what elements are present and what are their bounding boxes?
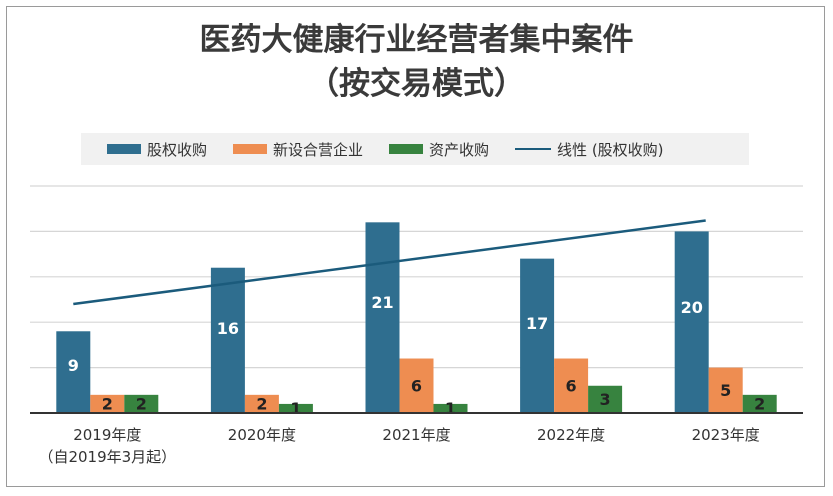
data-label: 6 <box>566 376 577 395</box>
chart-title-line2: （按交易模式） <box>308 66 525 102</box>
bar-new-joint-venture <box>708 367 743 413</box>
data-label: 2 <box>256 394 267 413</box>
legend-swatch-equity-acquisition <box>107 144 141 154</box>
data-label: 9 <box>68 356 79 375</box>
bar-asset-acquisition <box>742 394 777 413</box>
bar-equity-acquisition <box>210 267 245 413</box>
data-label: 2 <box>102 394 113 413</box>
data-label: 5 <box>720 381 731 400</box>
legend-swatch-trendline <box>515 148 552 150</box>
legend-swatch-new-joint-venture <box>233 144 268 154</box>
data-label: 2 <box>754 394 765 413</box>
bar-new-joint-venture <box>399 358 434 413</box>
chart-title-line1: 医药大健康行业经营者集中案件 <box>199 22 634 58</box>
x-tick-label: 2022年度 <box>537 426 605 444</box>
x-tick-sublabel: （自2019年3月起） <box>38 448 176 466</box>
data-label: 3 <box>600 390 611 409</box>
data-label: 1 <box>290 399 301 418</box>
x-tick-label: 2019年度 <box>73 426 141 444</box>
legend-label-trendline: 线性 (股权收购) <box>557 140 664 159</box>
bar-asset-acquisition <box>433 403 468 413</box>
bar-asset-acquisition <box>278 403 313 413</box>
data-label: 2 <box>136 394 147 413</box>
bar-asset-acquisition <box>588 385 623 413</box>
legend-label-equity-acquisition: 股权收购 <box>147 140 208 159</box>
legend-label-new-joint-venture: 新设合营企业 <box>273 140 364 159</box>
bar-asset-acquisition <box>124 394 159 413</box>
legend-item-new-joint-venture: 新设合营企业 <box>233 139 363 160</box>
legend-item-asset-acquisition: 资产收购 <box>389 139 489 160</box>
bar-equity-acquisition <box>56 331 91 413</box>
bar-equity-acquisition <box>365 222 400 413</box>
x-tick-label: 2021年度 <box>382 426 450 444</box>
legend-item-equity-acquisition: 股权收购 <box>107 139 207 160</box>
legend: 股权收购 新设合营企业 资产收购 线性 (股权收购) <box>81 133 749 165</box>
bar-equity-acquisition <box>674 231 709 413</box>
data-label: 16 <box>217 319 239 338</box>
data-label: 20 <box>681 298 703 317</box>
data-label: 1 <box>445 399 456 418</box>
trendline <box>73 219 706 306</box>
x-tick-label: 2023年度 <box>692 426 760 444</box>
data-label: 21 <box>371 293 393 312</box>
data-label: 17 <box>526 314 548 333</box>
x-tick-label: 2020年度 <box>228 426 296 444</box>
legend-label-asset-acquisition: 资产收购 <box>429 140 490 159</box>
chart-title: 医药大健康行业经营者集中案件 （按交易模式） <box>0 18 833 106</box>
legend-swatch-asset-acquisition <box>389 144 424 154</box>
bar-new-joint-venture <box>244 394 279 413</box>
bar-equity-acquisition <box>520 258 555 413</box>
bar-new-joint-venture <box>554 358 589 413</box>
bar-new-joint-venture <box>90 394 125 413</box>
legend-item-trendline: 线性 (股权收购) <box>515 139 664 160</box>
data-label: 6 <box>411 376 422 395</box>
